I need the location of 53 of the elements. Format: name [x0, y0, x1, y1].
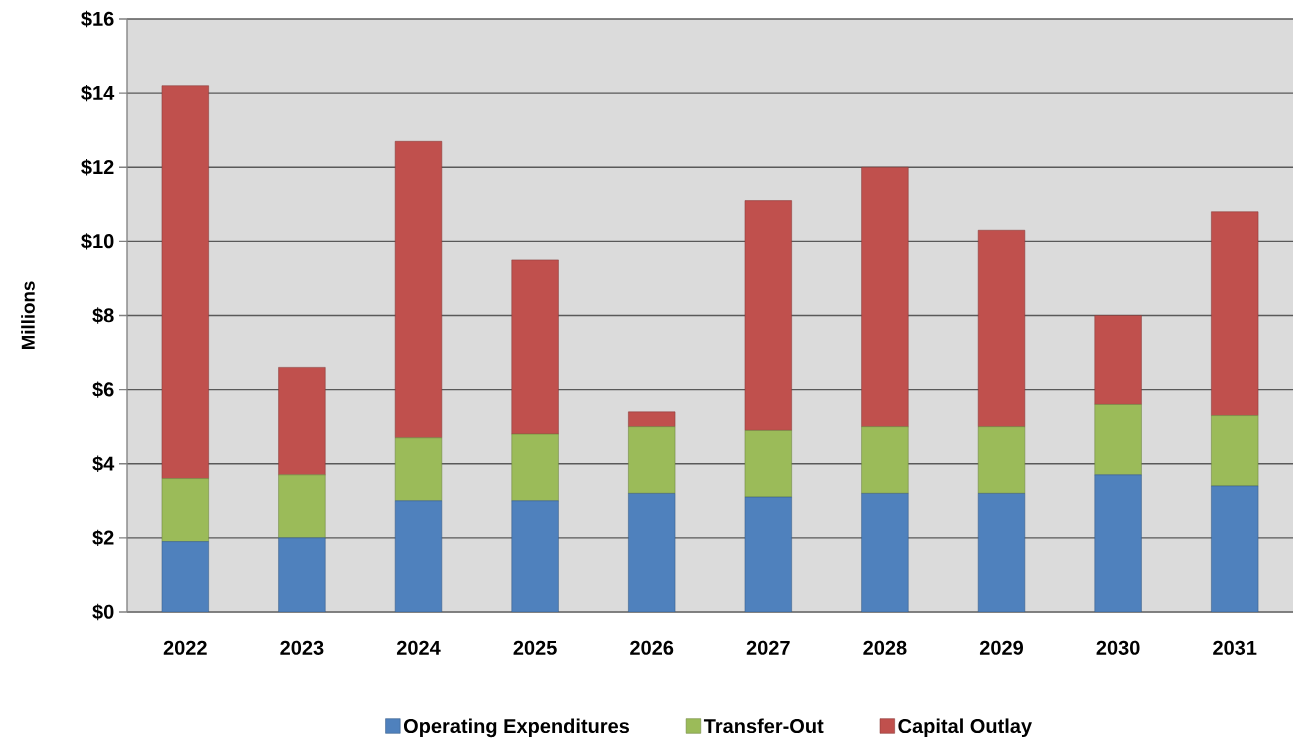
- bar: [394, 141, 443, 439]
- bar: [1211, 415, 1259, 487]
- bar: [861, 426, 909, 494]
- bar: [628, 493, 676, 612]
- y-tick-label: $2: [92, 529, 114, 547]
- y-tick-label: $8: [92, 307, 114, 324]
- legend-label: Operating Expenditures: [403, 718, 630, 738]
- bar: [511, 259, 559, 435]
- y-tick-label: $16: [81, 10, 114, 28]
- bar: [861, 166, 909, 427]
- bar: [628, 426, 676, 494]
- bar: [278, 367, 326, 476]
- legend-label: Capital Outlay: [898, 718, 1032, 738]
- y-tick-label: $12: [81, 159, 114, 176]
- x-tick-label: 2029: [979, 640, 1023, 655]
- y-tick-label: $4: [92, 455, 115, 472]
- bar: [161, 478, 209, 542]
- bar: [977, 493, 1026, 612]
- bar: [1094, 315, 1142, 405]
- x-tick-label: 2028: [863, 640, 907, 655]
- bar: [977, 229, 1026, 427]
- y-axis-title: Millions: [21, 281, 35, 349]
- x-tick-label: 2023: [280, 640, 324, 655]
- bar: [161, 541, 209, 612]
- y-tick-label: $0: [92, 603, 114, 621]
- bar: [511, 433, 559, 502]
- x-tick-label: 2031: [1213, 640, 1257, 655]
- bar: [744, 200, 792, 431]
- legend-label: Transfer-Out: [703, 718, 824, 734]
- y-tick-label: $6: [92, 381, 114, 398]
- x-tick-label: 2030: [1096, 640, 1140, 655]
- bar: [1211, 211, 1259, 416]
- bar: [744, 430, 792, 498]
- bar: [394, 437, 443, 502]
- bar: [161, 85, 209, 479]
- bar: [744, 496, 792, 612]
- bar: [977, 426, 1026, 494]
- y-tick-label: $10: [81, 233, 114, 250]
- x-tick-label: 2025: [513, 640, 557, 655]
- x-tick-label: 2024: [396, 640, 441, 655]
- bar: [278, 474, 326, 539]
- bar: [1211, 485, 1259, 612]
- x-tick-label: 2027: [746, 640, 790, 655]
- y-tick-label: $14: [81, 84, 115, 102]
- bar: [1094, 404, 1142, 476]
- bar: [394, 500, 443, 612]
- bar: [1094, 474, 1142, 612]
- bar: [628, 411, 676, 427]
- bar: [278, 537, 326, 612]
- bar: [511, 500, 559, 612]
- bar: [861, 493, 909, 612]
- x-tick-label: 2026: [630, 640, 674, 655]
- x-tick-label: 2022: [163, 640, 207, 655]
